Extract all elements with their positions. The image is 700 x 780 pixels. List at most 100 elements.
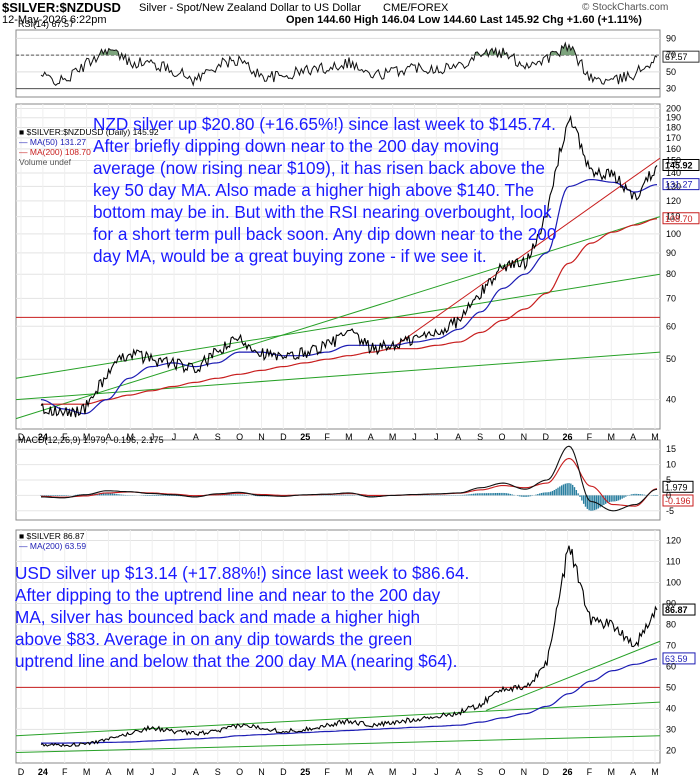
usd-x-tick-label: 24	[38, 767, 48, 777]
usd-tick-label: 100	[666, 577, 681, 587]
nzd-x-tick-label: S	[477, 432, 483, 442]
usd-tick-label: 30	[666, 724, 676, 734]
nzd-x-tick-label: M	[83, 432, 91, 442]
usd-tick-label: 120	[666, 535, 681, 545]
exchange-label: CME/FOREX	[383, 2, 449, 14]
macd-last-label: -0.196	[665, 496, 691, 506]
rsi-tick-label: 30	[666, 84, 676, 94]
usd-uptrend-line	[485, 640, 661, 711]
nzd-tick-label: 60	[666, 321, 676, 331]
nzd-price-line	[40, 114, 658, 418]
usd-x-tick-label: M	[83, 767, 91, 777]
nzd-legend-item: — MA(50) 131.27	[19, 137, 86, 147]
nzd-trendline-lower	[15, 351, 661, 401]
nzd-ma50-line	[40, 179, 658, 415]
nzd-x-tick-label: A	[193, 432, 199, 442]
nzd-x-tick-label: 24	[38, 432, 48, 442]
macd-last-label: 1.979	[665, 482, 688, 492]
usd-x-tick-label: O	[498, 767, 505, 777]
nzd-tick-label: 70	[666, 293, 676, 303]
usd-x-tick-label: S	[477, 767, 483, 777]
usd-x-tick-label: 26	[563, 767, 573, 777]
usd-tick-label: 20	[666, 745, 676, 755]
nzd-last-box	[662, 158, 700, 171]
usd-x-tick-label: D	[18, 767, 25, 777]
symbol-title: $SILVER:$NZDUSD	[2, 0, 121, 15]
rsi-panel-frame	[15, 29, 661, 98]
usd-panel-frame	[15, 529, 661, 764]
usd-price-line	[40, 545, 658, 748]
usd-tick-label: 60	[666, 661, 676, 671]
usd-x-tick-label: F	[62, 767, 68, 777]
usd-x-tick-label: A	[105, 767, 111, 777]
nzd-tick-label: 100	[666, 229, 681, 239]
nzd-tick-label: 170	[666, 133, 681, 143]
usd-x-tick-label: O	[236, 767, 243, 777]
nzd-x-tick-label: O	[498, 432, 505, 442]
nzd-x-tick-label: D	[542, 432, 549, 442]
usd-x-tick-label: D	[280, 767, 287, 777]
usd-x-tick-label: J	[412, 767, 417, 777]
usd-last-label: 86.87	[665, 605, 688, 615]
nzd-x-tick-label: M	[608, 432, 616, 442]
nzd-x-tick-label: A	[630, 432, 636, 442]
nzd-x-tick-label: O	[236, 432, 243, 442]
nzd-tick-label: 140	[666, 168, 681, 178]
usd-x-tick-label: M	[345, 767, 353, 777]
usd-last-box	[662, 603, 696, 616]
nzd-last-label: 145.92	[665, 160, 693, 170]
rsi-overbought-fill	[41, 43, 657, 56]
macd-tick-label: -5	[666, 506, 674, 516]
nzd-tick-label: 150	[666, 156, 681, 166]
usd-x-tick-label: J	[172, 767, 177, 777]
nzd-last-label: 131.27	[665, 180, 693, 190]
rsi-tick-label: 70	[666, 50, 676, 60]
usd-tick-label: 80	[666, 619, 676, 629]
usd-x-tick-label: 25	[300, 767, 310, 777]
usd-x-tick-label: A	[193, 767, 199, 777]
macd-tick-label: 15	[666, 444, 676, 454]
usd-x-tick-label: J	[150, 767, 155, 777]
macd-line	[41, 445, 658, 512]
usd-x-tick-label: A	[630, 767, 636, 777]
nzd-last-box	[662, 212, 700, 225]
usd-x-tick-label: N	[258, 767, 265, 777]
rsi-tick-label: 50	[666, 67, 676, 77]
nzd-tick-label: 80	[666, 269, 676, 279]
nzd-x-tick-label: M	[389, 432, 397, 442]
nzd-last-box	[662, 178, 700, 191]
macd-tick-label: 10	[666, 460, 676, 470]
usd-tick-label: 70	[666, 640, 676, 650]
usd-x-tick-label: F	[587, 767, 593, 777]
usd-x-tick-label: S	[215, 767, 221, 777]
nzd-x-tick-label: A	[368, 432, 374, 442]
rsi-line	[40, 41, 658, 87]
chart-marks	[15, 41, 700, 754]
macd-legend: MACD(12,26,9) 1.979, -0.196, 2.175	[18, 435, 164, 445]
nzd-x-tick-label: F	[62, 432, 68, 442]
nzd-x-tick-label: N	[521, 432, 528, 442]
usd-tick-label: 50	[666, 682, 676, 692]
nzd-x-tick-label: J	[412, 432, 417, 442]
usd-ma200-line	[41, 658, 658, 744]
chart-date: 12-May-2026 6:22pm	[2, 14, 107, 26]
nzd-x-tick-label: 25	[300, 432, 310, 442]
nzd-x-tick-label: 26	[563, 432, 573, 442]
rsi-last-label: 67.57	[665, 52, 688, 62]
nzd-tick-label: 50	[666, 354, 676, 364]
nzd-tick-label: 180	[666, 123, 681, 133]
usd-annotation: USD silver up $13.14 (+17.88%!) since la…	[15, 563, 470, 671]
usd-x-tick-label: F	[324, 767, 330, 777]
usd-x-tick-label: D	[542, 767, 549, 777]
nzd-tick-label: 90	[666, 248, 676, 258]
nzd-tick-label: 200	[666, 103, 681, 113]
macd-tick-label: 0	[666, 490, 671, 500]
nzd-x-tick-label: J	[172, 432, 177, 442]
usd-x-tick-label: A	[455, 767, 461, 777]
usd-x-tick-label: M	[651, 767, 659, 777]
nzd-x-tick-label: N	[258, 432, 265, 442]
nzd-x-tick-label: D	[18, 432, 25, 442]
usd-x-tick-label: A	[368, 767, 374, 777]
